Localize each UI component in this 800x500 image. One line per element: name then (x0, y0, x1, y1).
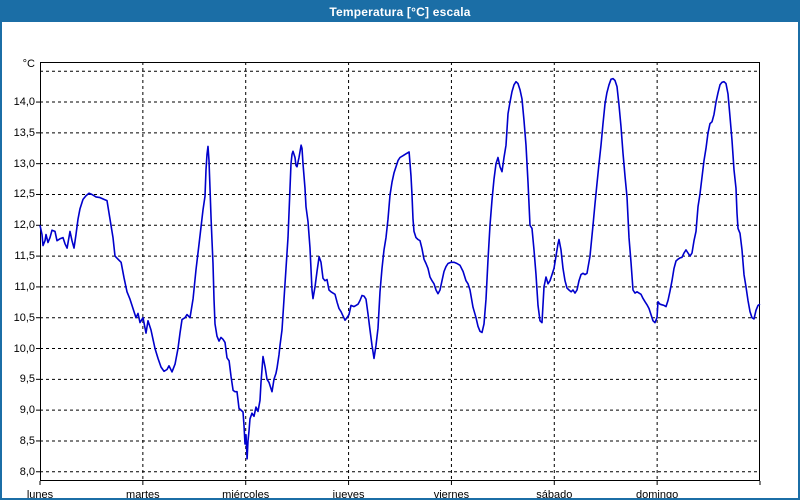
y-axis-label: 12,0 (13, 219, 35, 232)
y-axis-label: 11,0 (14, 280, 35, 293)
chart-area: °C 14,0 13,5 13,0 12,5 12,0 11,5 11,0 10,5 10,0 9… (2, 22, 798, 498)
y-axis-label: 13,0 (13, 157, 35, 170)
x-axis-label: sábado10/01/26 (502, 487, 606, 500)
y-axis-unit-label: °C (22, 58, 35, 70)
y-axis-label: 13,5 (13, 126, 35, 139)
x-axis-label: domingo11/01/26 (605, 487, 709, 500)
plot-border (40, 62, 760, 481)
temperature-line (39, 77, 761, 460)
window-title: Temperatura [°C] escala (329, 5, 471, 19)
x-axis-label: jueves08/01/26 (297, 487, 401, 500)
weekday-label: viernes (433, 489, 470, 500)
y-axis-label: 14,0 (13, 96, 35, 109)
x-axis-label: viernes09/01/26 (399, 487, 503, 500)
weekday-label: jueves (332, 489, 365, 500)
y-axis-label: 11,5 (14, 250, 35, 263)
weekday-label: domingo (636, 489, 679, 500)
y-axis-label: 8,5 (19, 434, 35, 447)
weekday-label: martes (126, 489, 160, 500)
x-axis-label: miércoles07/01/26 (194, 487, 298, 500)
plot-area (36, 62, 761, 485)
y-axis-label: 10,0 (13, 342, 35, 355)
weekday-label: lunes (26, 489, 54, 500)
weekday-label: miércoles (222, 489, 270, 500)
weekday-label: sábado (536, 489, 573, 500)
x-axis-label: martes06/01/26 (91, 487, 195, 500)
y-axis-label: 10,5 (13, 311, 35, 324)
y-axis-label: 8,0 (19, 465, 35, 478)
x-axis-label: lunes05/01/26 (2, 487, 92, 500)
plot-svg (36, 62, 761, 485)
y-axis-label: 9,0 (19, 404, 35, 417)
y-axis-label: 12,5 (13, 188, 35, 201)
title-bar: Temperatura [°C] escala (2, 2, 798, 22)
y-axis-label: 9,5 (19, 373, 35, 386)
